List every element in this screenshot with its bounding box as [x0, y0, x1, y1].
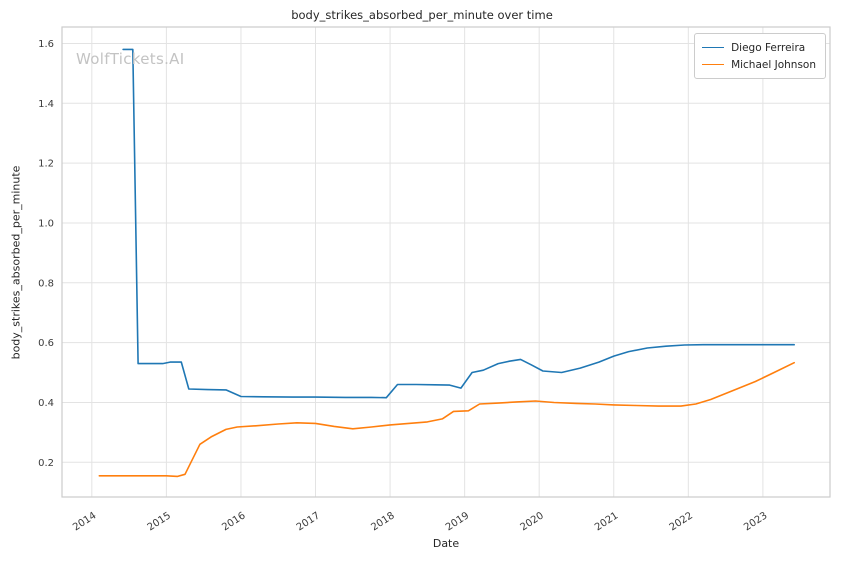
svg-text:0.2: 0.2 — [38, 458, 54, 469]
svg-text:1.4: 1.4 — [38, 99, 54, 110]
svg-text:2023: 2023 — [742, 510, 769, 533]
legend-label: Michael Johnson — [731, 58, 816, 71]
legend-item: Diego Ferreira — [702, 39, 816, 56]
chart-title: body_strikes_absorbed_per_minute over ti… — [291, 8, 553, 22]
svg-text:2014: 2014 — [71, 510, 98, 533]
svg-text:2020: 2020 — [518, 510, 545, 533]
svg-text:1.2: 1.2 — [38, 159, 54, 170]
x-axis-label: Date — [432, 537, 460, 550]
svg-text:2019: 2019 — [444, 510, 471, 533]
svg-text:0.4: 0.4 — [38, 398, 54, 409]
svg-text:2015: 2015 — [146, 510, 173, 533]
legend-label: Diego Ferreira — [731, 41, 806, 54]
svg-text:0.6: 0.6 — [38, 338, 54, 349]
y-axis-label: body_strikes_absorbed_per_minute — [9, 165, 23, 360]
svg-text:0.8: 0.8 — [38, 278, 54, 289]
svg-text:2022: 2022 — [668, 510, 695, 533]
watermark: WolfTickets.AI — [76, 50, 185, 68]
svg-text:2016: 2016 — [220, 510, 247, 533]
svg-text:2017: 2017 — [295, 510, 322, 533]
svg-text:2018: 2018 — [369, 510, 396, 533]
legend-item: Michael Johnson — [702, 56, 816, 73]
svg-text:2021: 2021 — [593, 510, 620, 533]
svg-text:1.0: 1.0 — [38, 218, 54, 229]
legend-line-sample — [702, 64, 725, 65]
svg-text:1.6: 1.6 — [38, 39, 54, 50]
legend-line-sample — [702, 47, 725, 48]
legend: Diego Ferreira Michael Johnson — [694, 33, 826, 79]
